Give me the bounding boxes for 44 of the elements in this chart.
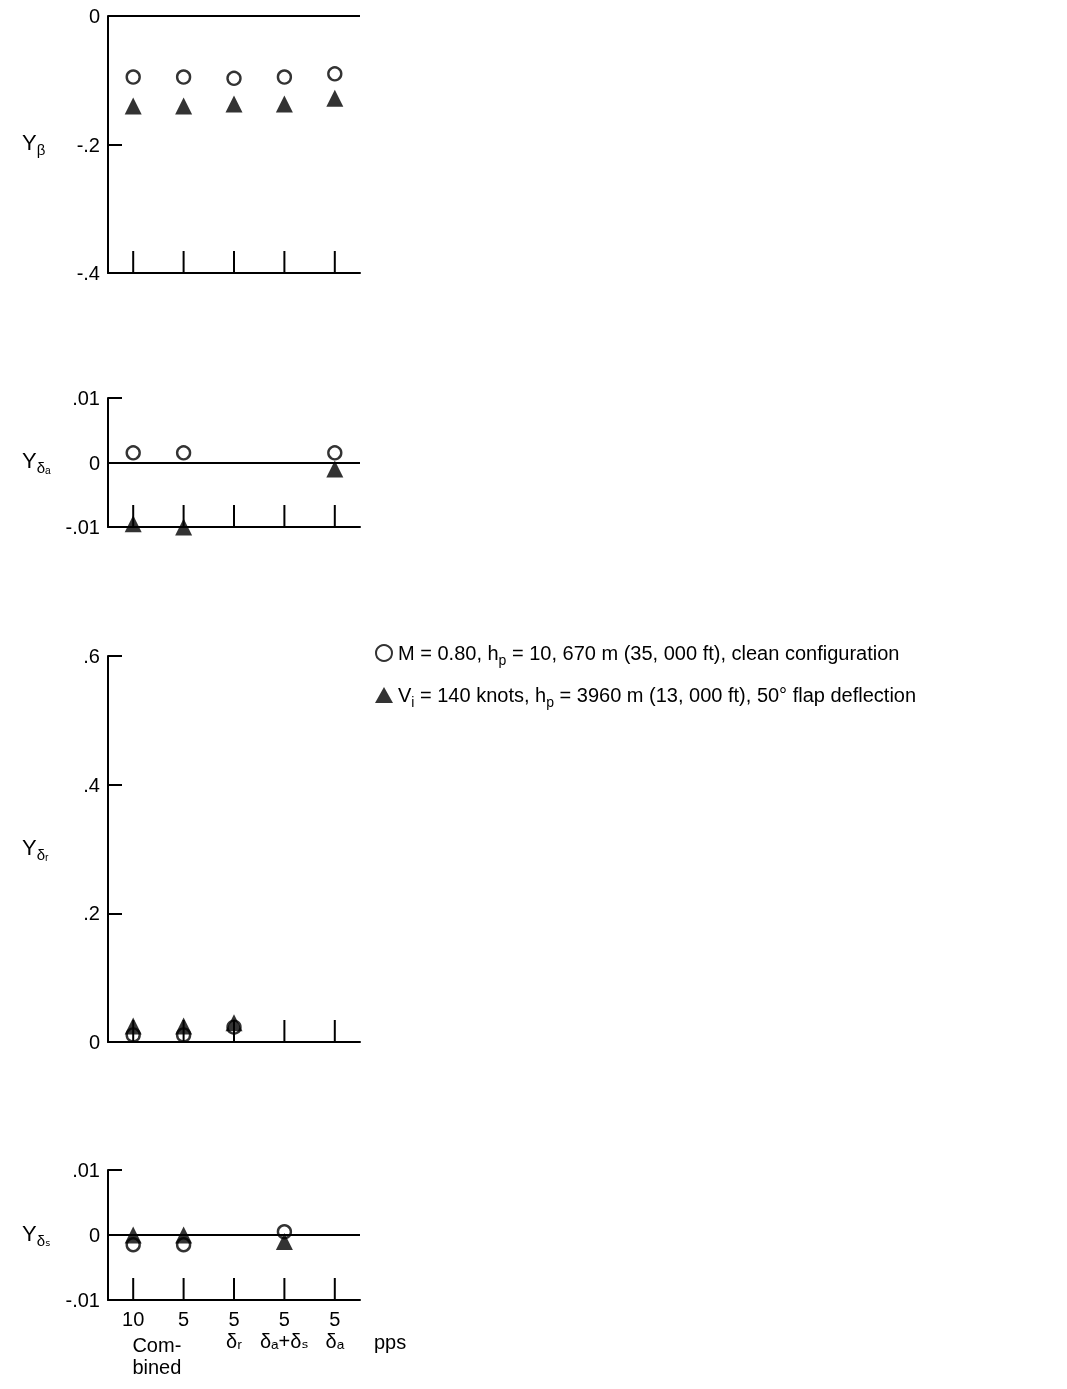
point [125,69,141,85]
y-tick-label: 0 [88,1224,100,1246]
y-tick-label: 0 [88,5,100,27]
y-tick-label: .01 [72,1159,100,1181]
y-tick-label: -.01 [65,516,100,538]
point [175,69,192,85]
y-tick-label: .01 [72,387,100,409]
y-tick-label: 0 [88,451,100,474]
y-tick-label: -.2 [76,133,100,156]
y-axis-title: Y$_{δₐ}$ [22,448,51,477]
point [124,1226,142,1244]
x-tick-label: 10 [122,1308,145,1330]
y-axis-title: Y$_{δₛ}$ [22,1220,51,1249]
point [124,97,142,115]
point [275,1233,293,1250]
x-tick-label: 5 δₐ [325,1308,345,1352]
point [175,518,193,536]
y-tick-label: .2 [83,902,100,925]
point [175,1226,193,1244]
point [327,445,343,461]
text: Com- bined [132,1334,182,1378]
x-axis-title: pps [374,1331,407,1353]
point [275,95,293,113]
y-tick-label: 0 [88,1031,100,1053]
y-tick-label: .6 [83,645,100,667]
point [226,1019,242,1035]
y-axis-title: Y$_{β}$ [22,130,46,159]
y-tick-label: .4 [83,773,100,796]
point [326,89,344,107]
point [175,97,193,115]
x-tick-label: 5 δᵣ [226,1308,243,1352]
point [276,1224,293,1240]
y-tick-label: -.4 [76,262,100,284]
point [327,66,343,82]
point [276,69,293,85]
y-axis-title: Y$_{δᵣ}$ [22,834,49,863]
x-tick-label: 5 [178,1308,190,1330]
point [326,460,344,478]
point [125,445,141,461]
point [175,445,192,461]
y-tick-label: -.01 [65,1289,100,1311]
point [225,95,243,113]
x-tick-label: 5 δₐ+δₛ [259,1308,309,1352]
point [226,70,242,87]
